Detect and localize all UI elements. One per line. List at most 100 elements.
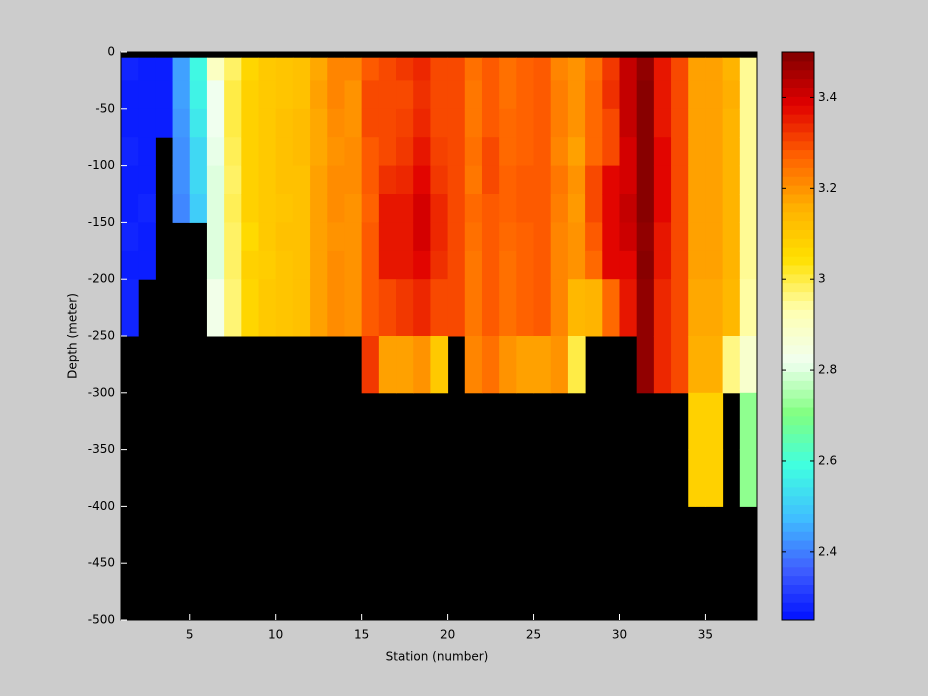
- colorbar-swatch: [782, 540, 814, 550]
- heatmap-cell: [585, 222, 603, 252]
- heatmap-cell: [258, 194, 277, 223]
- heatmap-cell: [516, 336, 535, 394]
- colorbar-swatch: [782, 123, 814, 133]
- heatmap-cell: [585, 108, 603, 138]
- colorbar-swatch: [782, 362, 814, 372]
- heatmap-cell: [464, 57, 483, 81]
- colorbar-tick-label: 2.8: [818, 363, 837, 377]
- heatmap-cell: [550, 57, 569, 81]
- heatmap-cell: [396, 137, 414, 167]
- heatmap-cell: [739, 336, 758, 394]
- heatmap-cell: [258, 137, 277, 167]
- heatmap-cell: [636, 80, 655, 110]
- heatmap-cell: [378, 108, 397, 138]
- heatmap-cell: [138, 194, 156, 223]
- heatmap-cell: [361, 108, 380, 138]
- heatmap-cell: [447, 222, 466, 252]
- heatmap-cell: [292, 108, 311, 138]
- heatmap-cell: [705, 108, 724, 138]
- colorbar-swatch: [782, 522, 814, 532]
- colorbar-swatch: [782, 265, 814, 275]
- heatmap-cell: [292, 222, 311, 252]
- heatmap-cell: [464, 194, 483, 223]
- heatmap-cell: [739, 80, 758, 110]
- heatmap-cell: [310, 108, 328, 138]
- heatmap-cell: [413, 108, 431, 138]
- heatmap-cell: [636, 279, 655, 337]
- heatmap-cell: [378, 57, 397, 81]
- heatmap-cell: [310, 250, 328, 280]
- colorbar-swatch: [782, 433, 814, 443]
- heatmap-cell: [292, 80, 311, 110]
- heatmap-cell: [619, 250, 638, 280]
- heatmap-cell: [619, 108, 638, 138]
- colorbar-swatch: [782, 131, 814, 142]
- heatmap-cell: [447, 108, 466, 138]
- heatmap-cell: [671, 57, 689, 81]
- y-tick-label: 0: [107, 45, 115, 59]
- heatmap-cell: [688, 57, 706, 81]
- heatmap-cell: [224, 165, 242, 195]
- heatmap-cell: [499, 80, 517, 110]
- heatmap-cell: [310, 165, 328, 195]
- heatmap-cell: [447, 250, 466, 280]
- heatmap-cell: [705, 137, 724, 167]
- colorbar-swatch: [782, 176, 814, 186]
- heatmap-cell: [430, 57, 449, 81]
- heatmap-cell: [636, 137, 655, 167]
- colorbar-swatch: [782, 513, 814, 523]
- heatmap-cell: [138, 108, 156, 138]
- heatmap-cell: [619, 279, 638, 337]
- heatmap-cell: [722, 108, 741, 138]
- heatmap-cell: [361, 57, 380, 81]
- heatmap-cell: [361, 80, 380, 110]
- heatmap-cell: [602, 250, 620, 280]
- heatmap-cell: [585, 250, 603, 280]
- colorbar-swatch: [782, 602, 814, 612]
- heatmap-cell: [722, 194, 741, 223]
- heatmap-cell: [671, 165, 689, 195]
- heatmap-cell: [447, 165, 466, 195]
- heatmap-cell: [344, 222, 363, 252]
- heatmap-cell: [206, 194, 225, 223]
- colorbar-swatch: [782, 52, 814, 62]
- heatmap-cell: [653, 80, 672, 110]
- heatmap-cell: [121, 250, 139, 280]
- heatmap-cell: [413, 222, 431, 252]
- heatmap-cell: [396, 165, 414, 195]
- colorbar-swatch: [782, 486, 814, 497]
- heatmap-cell: [172, 108, 191, 138]
- heatmap-cell: [172, 57, 191, 81]
- heatmap-cell: [361, 336, 380, 394]
- colorbar-swatch: [782, 300, 814, 310]
- colorbar-swatch: [782, 442, 814, 452]
- x-tick-label: 30: [612, 628, 627, 642]
- colorbar-swatch: [782, 167, 814, 177]
- heatmap-cell: [567, 336, 586, 394]
- heatmap-cell: [361, 194, 380, 223]
- heatmap-cell: [241, 279, 260, 337]
- colorbar-swatch: [782, 611, 814, 621]
- colorbar-swatch: [782, 185, 814, 195]
- heatmap-cell: [292, 250, 311, 280]
- heatmap-cell: [481, 80, 500, 110]
- heatmap-cell: [378, 250, 397, 280]
- heatmap-cell: [275, 108, 294, 138]
- colorbar-swatch: [782, 194, 814, 204]
- heatmap-cell: [499, 108, 517, 138]
- heatmap-cell: [413, 279, 431, 337]
- colorbar-swatch: [782, 149, 814, 159]
- heatmap-cell: [430, 108, 449, 138]
- heatmap-cell: [619, 165, 638, 195]
- heatmap-cell: [533, 222, 552, 252]
- heatmap-cell: [499, 279, 517, 337]
- colorbar-tick-label: 3.4: [818, 90, 837, 104]
- heatmap-cell: [310, 279, 328, 337]
- heatmap-cell: [396, 336, 414, 394]
- heatmap-cell: [739, 194, 758, 223]
- heatmap-cell: [413, 194, 431, 223]
- colorbar-swatch: [782, 336, 814, 346]
- heatmap-cell: [275, 194, 294, 223]
- heatmap-cell: [705, 449, 724, 507]
- y-tick-label: -150: [88, 215, 115, 229]
